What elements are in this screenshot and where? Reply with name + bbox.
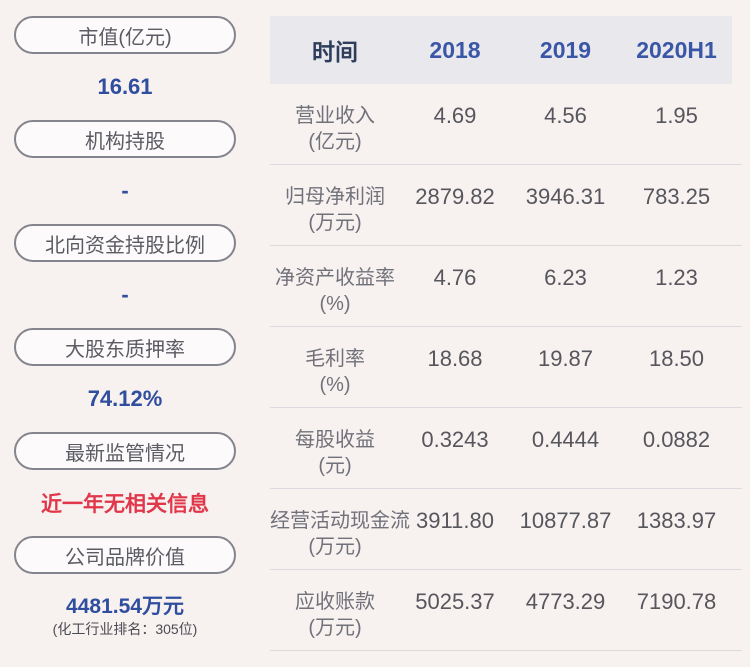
pill-latest-regulatory-status[interactable]: 最新监管情况	[14, 432, 236, 470]
financial-table: 时间 2018 2019 2020H1 营业收入 (亿元) 4.69 4.56 …	[270, 16, 742, 651]
cell-value: 5025.37	[415, 589, 495, 614]
row-label: 净资产收益率 (%)	[270, 265, 400, 326]
table-row-net-profit: 归母净利润 (万元) 2879.82 3946.31 783.25	[270, 165, 742, 246]
cell-value: 1.23	[655, 265, 698, 290]
row-metric-unit: (%)	[319, 293, 351, 315]
cell-value: 19.87	[537, 346, 594, 371]
cell-value: 0.4444	[531, 427, 600, 452]
brand-value-value: 4481.54万元	[66, 595, 184, 618]
row-label: 应收账款 (万元)	[270, 589, 400, 650]
column-header-2018: 2018	[429, 36, 481, 63]
pill-brand-value[interactable]: 公司品牌价值	[14, 536, 236, 574]
row-metric-name: 归母净利润	[285, 186, 385, 208]
pill-northbound-holding-ratio-label: 北向资金持股比例	[45, 234, 205, 257]
sidebar-group-northbound-ratio: 北向资金持股比例 -	[14, 224, 236, 328]
row-metric-unit: (万元)	[308, 212, 362, 234]
table-row-accounts-receivable: 应收账款 (万元) 5025.37 4773.29 7190.78	[270, 570, 742, 651]
pill-institutional-holdings[interactable]: 机构持股	[14, 120, 236, 158]
row-metric-unit: (元)	[318, 455, 352, 477]
cell-value: 1383.97	[636, 508, 717, 533]
pill-major-shareholder-pledge-ratio-label: 大股东质押率	[65, 338, 185, 361]
row-label: 每股收益 (元)	[270, 427, 400, 488]
cell-value: 6.23	[544, 265, 587, 290]
pill-market-cap[interactable]: 市值(亿元)	[14, 16, 236, 54]
pill-northbound-holding-ratio[interactable]: 北向资金持股比例	[14, 224, 236, 262]
table-row-operating-cash-flow: 经营活动现金流 (万元) 3911.80 10877.87 1383.97	[270, 489, 742, 570]
cell-value: 4.76	[433, 265, 477, 290]
sidebar-group-institutional-holdings: 机构持股 -	[14, 120, 236, 224]
sidebar-group-brand-value: 公司品牌价值 4481.54万元 (化工行业排名：305位)	[14, 536, 236, 638]
row-label: 经营活动现金流 (万元)	[270, 508, 410, 569]
table-row-gross-margin: 毛利率 (%) 18.68 19.87 18.50	[270, 327, 742, 408]
cell-value: 10877.87	[519, 508, 612, 533]
latest-regulatory-status-value: 近一年无相关信息	[41, 493, 209, 516]
row-metric-name: 毛利率	[305, 348, 365, 370]
cell-value: 4.69	[433, 103, 477, 128]
market-cap-value: 16.61	[97, 74, 153, 99]
cell-value: 2879.82	[415, 184, 495, 209]
row-metric-name: 净资产收益率	[275, 267, 395, 289]
row-metric-unit: (%)	[319, 374, 351, 396]
cell-value: 7190.78	[636, 589, 717, 614]
sidebar-group-pledge-ratio: 大股东质押率 74.12%	[14, 328, 236, 432]
sidebar-group-market-cap: 市值(亿元) 16.61	[14, 16, 236, 120]
table-row-revenue: 营业收入 (亿元) 4.69 4.56 1.95	[270, 84, 742, 165]
cell-value: 0.3243	[421, 427, 489, 452]
cell-value: 18.68	[427, 346, 483, 371]
pill-brand-value-label: 公司品牌价值	[65, 546, 185, 569]
brand-value-industry-rank: (化工行业排名：305位)	[52, 621, 198, 637]
row-label: 归母净利润 (万元)	[270, 184, 400, 245]
cell-value: 783.25	[642, 184, 711, 209]
cell-value: 3911.80	[416, 508, 494, 533]
cell-value: 18.50	[648, 346, 705, 371]
column-header-time: 时间	[312, 39, 358, 65]
cell-value: 4773.29	[525, 589, 606, 614]
northbound-holding-ratio-value: -	[121, 282, 129, 307]
cell-value: 3946.31	[525, 184, 606, 209]
row-metric-unit: (万元)	[308, 617, 362, 639]
table-row-roe: 净资产收益率 (%) 4.76 6.23 1.23	[270, 246, 742, 327]
sidebar-group-regulatory-status: 最新监管情况 近一年无相关信息	[14, 432, 236, 536]
column-header-2019: 2019	[539, 36, 592, 63]
row-metric-name: 营业收入	[295, 105, 375, 127]
pill-institutional-holdings-label: 机构持股	[85, 130, 165, 153]
table-header-row: 时间 2018 2019 2020H1	[270, 16, 732, 84]
major-shareholder-pledge-ratio-value: 74.12%	[87, 386, 163, 411]
row-label: 毛利率 (%)	[270, 346, 400, 407]
row-metric-unit: (万元)	[308, 536, 362, 558]
row-label: 营业收入 (亿元)	[270, 103, 400, 164]
cell-value: 0.0882	[642, 427, 711, 452]
column-header-2020h1: 2020H1	[636, 36, 717, 63]
row-metric-name: 应收账款	[295, 591, 375, 613]
pill-major-shareholder-pledge-ratio[interactable]: 大股东质押率	[14, 328, 236, 366]
pill-market-cap-label: 市值(亿元)	[78, 26, 172, 49]
sidebar: 市值(亿元) 16.61 机构持股 - 北向资金持股比例 - 大股东质押率 74…	[14, 16, 236, 638]
row-metric-name: 每股收益	[295, 429, 375, 451]
institutional-holdings-value: -	[121, 178, 129, 203]
table-row-eps: 每股收益 (元) 0.3243 0.4444 0.0882	[270, 408, 742, 489]
pill-latest-regulatory-status-label: 最新监管情况	[65, 442, 185, 465]
row-metric-unit: (亿元)	[308, 131, 362, 153]
cell-value: 4.56	[544, 103, 587, 128]
cell-value: 1.95	[655, 103, 698, 128]
row-metric-name: 经营活动现金流	[270, 510, 410, 532]
